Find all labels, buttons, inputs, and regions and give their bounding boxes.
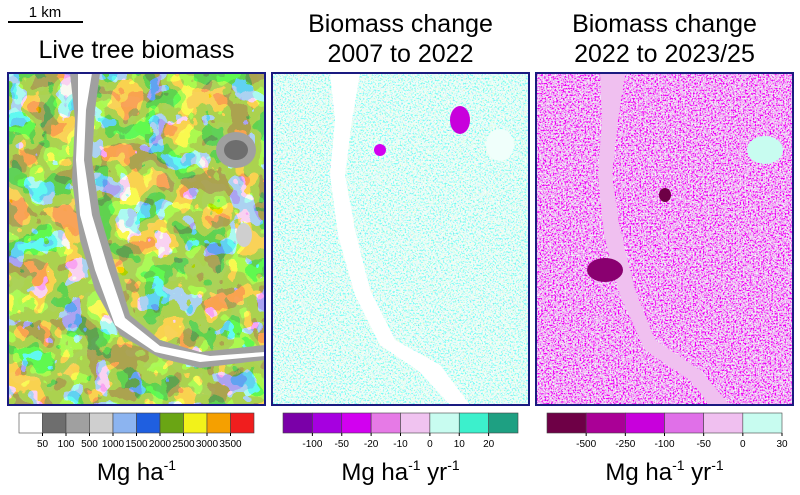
legend-label: 1500 bbox=[125, 439, 148, 450]
unit-text: yr bbox=[421, 459, 448, 486]
legend-label: 2000 bbox=[149, 439, 172, 450]
legend-label: 10 bbox=[454, 439, 466, 450]
legend-swatch bbox=[89, 412, 114, 434]
legend-label: 3000 bbox=[196, 439, 219, 450]
unit-exponent: -1 bbox=[672, 457, 685, 473]
legend-swatch bbox=[18, 412, 43, 434]
map-change-2007-2022 bbox=[272, 73, 529, 405]
unit-exponent: -1 bbox=[164, 457, 177, 473]
legend-label: 50 bbox=[37, 439, 49, 450]
legend-swatch bbox=[742, 412, 783, 434]
legend-swatch bbox=[341, 412, 372, 434]
unit-label: Mg ha-1 bbox=[97, 457, 176, 486]
legend-label: -250 bbox=[615, 439, 635, 450]
unit-text: Mg ha bbox=[605, 459, 672, 486]
legend-swatch bbox=[664, 412, 704, 434]
legend-swatch bbox=[546, 412, 587, 434]
legend-swatch bbox=[370, 412, 401, 434]
legend-swatch bbox=[65, 412, 90, 434]
legend-label: -100 bbox=[302, 439, 322, 450]
legend-swatch bbox=[42, 412, 67, 434]
legend-label: 20 bbox=[483, 439, 495, 450]
unit-exponent: -1 bbox=[408, 457, 421, 473]
legend-swatch bbox=[400, 412, 431, 434]
legend-swatch bbox=[159, 412, 184, 434]
legend-label: 0 bbox=[427, 439, 433, 450]
legend-label: 0 bbox=[740, 439, 746, 450]
legend-swatch bbox=[282, 412, 313, 434]
legend-label: -500 bbox=[576, 439, 596, 450]
legend-label: 2500 bbox=[172, 439, 195, 450]
legend-swatch bbox=[585, 412, 626, 434]
legend-swatch bbox=[230, 412, 255, 434]
legend-label: 30 bbox=[776, 439, 788, 450]
legend-swatch bbox=[429, 412, 460, 434]
unit-exponent: -1 bbox=[447, 457, 460, 473]
map-change-2022-2023 bbox=[536, 73, 793, 405]
map-frame bbox=[7, 72, 266, 406]
legend-swatch bbox=[136, 412, 161, 434]
legend-label: 100 bbox=[58, 439, 75, 450]
unit-exponent: -1 bbox=[711, 457, 724, 473]
legend-label: 3500 bbox=[219, 439, 242, 450]
legend-label: -50 bbox=[335, 439, 350, 450]
legend-label: 500 bbox=[81, 439, 98, 450]
unit-label: Mg ha-1 yr-1 bbox=[605, 457, 723, 486]
unit-text: Mg ha bbox=[97, 459, 164, 486]
panel-title: Biomass change bbox=[308, 10, 493, 38]
legend-label: -20 bbox=[364, 439, 379, 450]
map-frame bbox=[535, 72, 794, 406]
unit-text: yr bbox=[685, 459, 712, 486]
unit-text: Mg ha bbox=[341, 459, 408, 486]
legend-label: -100 bbox=[654, 439, 674, 450]
legend-swatch bbox=[183, 412, 208, 434]
map-biomass bbox=[8, 73, 265, 405]
scale-bar-label: 1 km bbox=[29, 4, 62, 21]
unit-label: Mg ha-1 yr-1 bbox=[341, 457, 459, 486]
legend-label: 1000 bbox=[102, 439, 125, 450]
panel-title: 2007 to 2022 bbox=[328, 40, 474, 68]
legend-swatch bbox=[703, 412, 744, 434]
legend-label: -10 bbox=[393, 439, 408, 450]
legend-swatch bbox=[458, 412, 489, 434]
legend-swatch bbox=[312, 412, 343, 434]
panel-title: 2022 to 2023/25 bbox=[574, 40, 755, 68]
legend-swatch bbox=[112, 412, 137, 434]
legend-swatch bbox=[625, 412, 665, 434]
map-frame bbox=[271, 72, 530, 406]
legend-label: -50 bbox=[696, 439, 711, 450]
panel-title: Biomass change bbox=[572, 10, 757, 38]
panel-title: Live tree biomass bbox=[39, 36, 235, 64]
legend-swatch bbox=[488, 412, 519, 434]
legend-swatch bbox=[206, 412, 231, 434]
